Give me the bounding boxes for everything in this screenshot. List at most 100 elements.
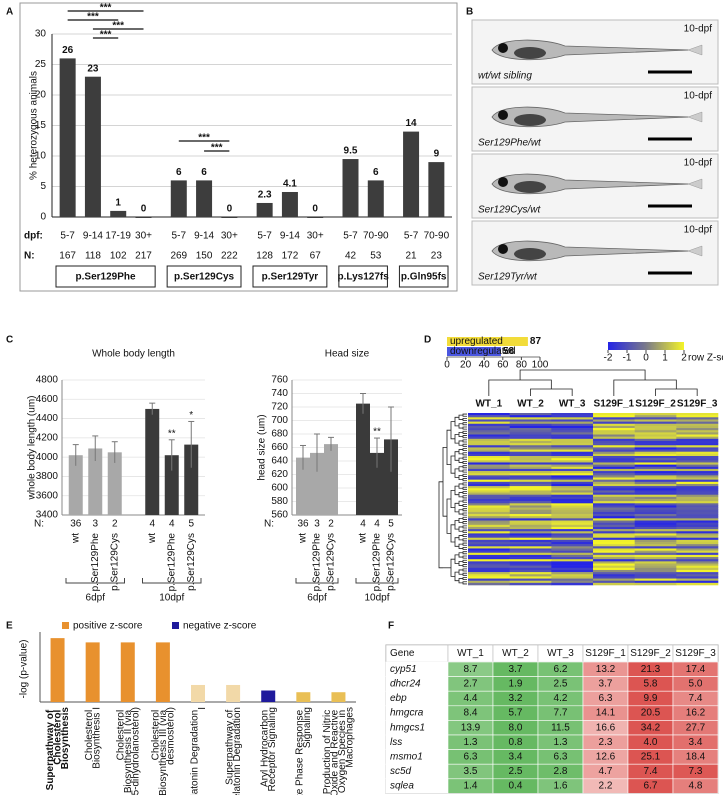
colorscale-label: row Z-score (688, 353, 723, 364)
bar (310, 452, 324, 515)
heatmap-cell (509, 438, 552, 442)
heatmap-cell (676, 548, 719, 551)
cell-value: 5.0 (689, 679, 703, 690)
y-tick-label: 4400 (36, 413, 59, 424)
heatmap-cell (593, 490, 635, 493)
heatmap-cell (468, 529, 510, 532)
heatmap-cell (634, 516, 677, 519)
heatmap-cell (509, 509, 552, 513)
heatmap-cell (676, 445, 719, 448)
value-label: 9 (434, 149, 440, 160)
heatmap-cell (634, 550, 677, 554)
heatmap-cell (468, 413, 510, 416)
heatmap-cell (676, 503, 719, 506)
heatmap-cell (468, 425, 510, 429)
heatmap-cell (551, 430, 594, 433)
value-label: 1 (115, 198, 121, 209)
heatmap-cell (593, 483, 635, 487)
heatmap-cell (551, 572, 594, 575)
row-dendrogram (458, 492, 463, 498)
heatmap-cell (593, 574, 635, 577)
bar-category: upregulated (450, 336, 503, 347)
y-tick-label: 3600 (36, 490, 59, 501)
heatmap-cell (468, 582, 510, 586)
gene-name: msmo1 (390, 752, 423, 763)
heatmap-cell (509, 561, 552, 564)
heatmap-cell (468, 494, 510, 498)
row-dendrogram (442, 447, 447, 517)
heatmap-cell (634, 421, 677, 425)
heatmap-cell (551, 548, 594, 551)
heatmap-cell (509, 496, 552, 500)
heatmap-cell (593, 423, 635, 427)
heatmap-cell (509, 557, 552, 560)
cell-value: 0.4 (509, 781, 523, 792)
heatmap-cell (551, 436, 594, 440)
cell-value: 18.4 (686, 752, 706, 763)
cell-value: 6.7 (644, 781, 658, 792)
heatmap-cell (468, 557, 510, 560)
heatmap-cell (551, 542, 594, 545)
heatmap-cell (593, 453, 635, 457)
row-dendrogram (462, 478, 467, 482)
heatmap-cell (468, 565, 510, 569)
fish-yolk (514, 114, 546, 126)
bar (370, 452, 384, 515)
heatmap-cell (509, 447, 552, 450)
heatmap-cell (593, 503, 635, 506)
heatmap-cell (676, 488, 719, 491)
heatmap-cell (509, 531, 552, 534)
row-dendrogram (462, 443, 467, 447)
row-dendrogram (462, 426, 467, 430)
heatmap-cell (634, 413, 677, 416)
heatmap-cell (634, 415, 677, 418)
header-label: WT_3 (547, 648, 574, 659)
genotype-label: Ser129Tyr/wt (478, 272, 538, 283)
heatmap-cell (593, 544, 635, 547)
heatmap-cell (509, 567, 552, 571)
heatmap-cell (551, 567, 594, 571)
heatmap-cell (676, 471, 719, 474)
heatmap-cell (468, 432, 510, 435)
row-dendrogram (458, 449, 463, 455)
heatmap-cell (551, 533, 594, 536)
x-tick-label: wt (70, 533, 81, 544)
heatmap-cell (551, 559, 594, 562)
column-label: S129F_2 (635, 399, 676, 410)
heatmap-cell (676, 533, 719, 536)
heatmap-cell (468, 468, 510, 472)
heatmap-cell (593, 473, 635, 476)
heatmap-cell (593, 563, 635, 566)
cell-value: 21.3 (641, 664, 661, 675)
heatmap-cell (468, 580, 510, 584)
heatmap-cell (676, 499, 719, 502)
row-dendrogram (450, 455, 455, 474)
cell-value: 3.7 (509, 664, 523, 675)
significance-label: *** (198, 133, 210, 144)
n-label: 150 (196, 251, 213, 262)
heatmap-cell (468, 563, 510, 566)
heatmap-cell (509, 430, 552, 433)
heatmap-cell (509, 494, 552, 498)
heatmap-cell (634, 546, 677, 549)
row-dendrogram (462, 529, 467, 533)
row-dendrogram (458, 474, 463, 481)
heatmap-cell (551, 462, 594, 465)
row-dendrogram (458, 543, 463, 549)
row-dendrogram (462, 495, 467, 499)
n-label: 36 (297, 519, 309, 530)
heatmap-cell (676, 542, 719, 545)
heatmap-cell (468, 518, 510, 521)
heatmap-cell (468, 477, 510, 480)
dendrogram (530, 388, 573, 396)
n-label: 118 (85, 251, 101, 262)
heatmap-cell (593, 550, 635, 554)
heatmap-cell (468, 488, 510, 491)
header-label: WT_2 (502, 648, 529, 659)
heatmap-cell (676, 413, 719, 416)
row-dendrogram (438, 481, 443, 569)
heatmap-cell (634, 518, 677, 521)
heatmap-cell (509, 533, 552, 536)
dpf-label: 5-7 (343, 231, 358, 242)
bar (367, 180, 384, 217)
